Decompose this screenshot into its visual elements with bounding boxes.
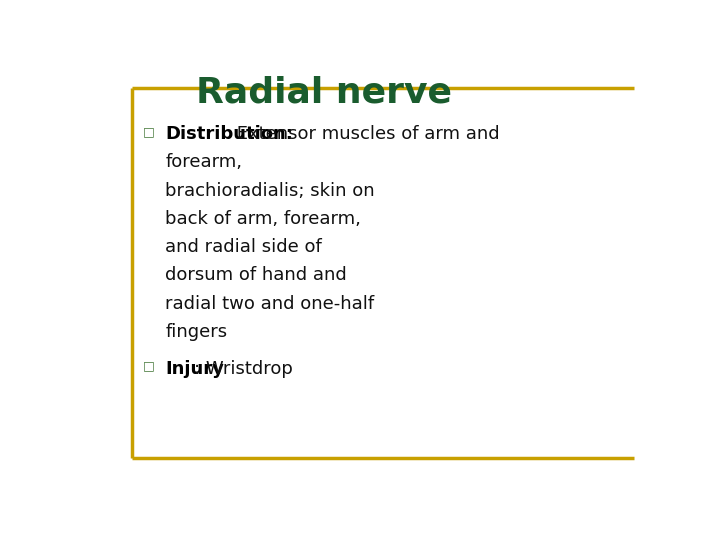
Text: dorsum of hand and: dorsum of hand and xyxy=(166,266,347,285)
Text: : Wristdrop: : Wristdrop xyxy=(194,360,293,377)
Text: □: □ xyxy=(143,360,155,373)
Text: fingers: fingers xyxy=(166,323,228,341)
Text: Distribution:: Distribution: xyxy=(166,125,293,143)
Text: □: □ xyxy=(143,125,155,138)
Text: brachioradialis; skin on: brachioradialis; skin on xyxy=(166,181,375,200)
Text: Radial nerve: Radial nerve xyxy=(197,75,452,109)
Text: radial two and one-half: radial two and one-half xyxy=(166,295,374,313)
Text: forearm,: forearm, xyxy=(166,153,243,171)
Text: and radial side of: and radial side of xyxy=(166,238,322,256)
Text: back of arm, forearm,: back of arm, forearm, xyxy=(166,210,361,228)
Text: Injury: Injury xyxy=(166,360,224,377)
Text: Extensor muscles of arm and: Extensor muscles of arm and xyxy=(231,125,500,143)
